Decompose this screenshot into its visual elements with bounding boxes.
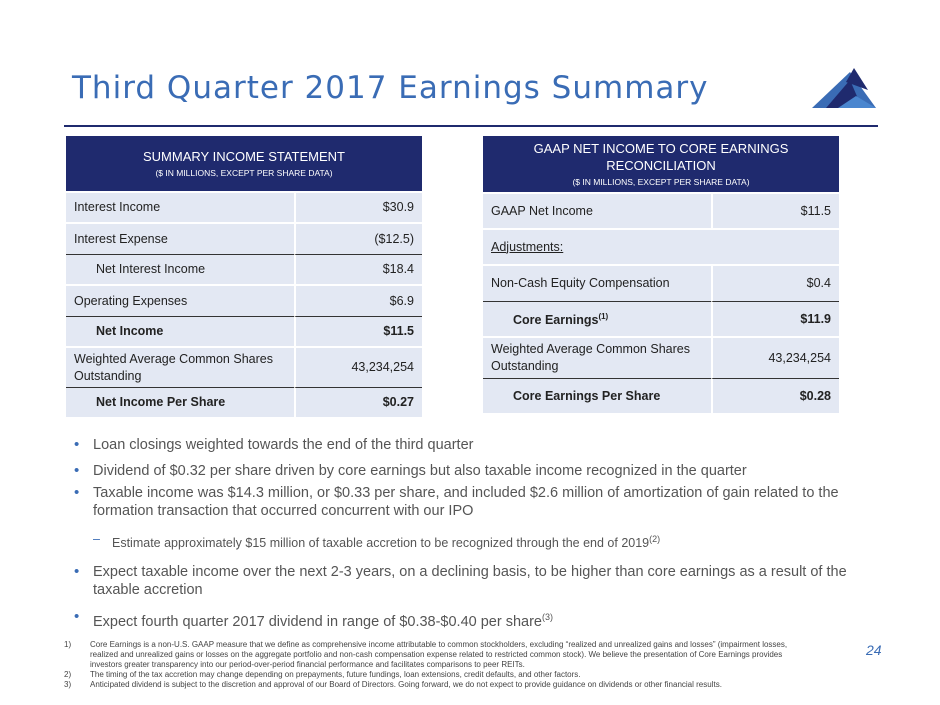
table-row: Interest Income $30.9 — [66, 193, 422, 224]
row-label: Interest Income — [66, 193, 294, 224]
footnote-number: 2) — [64, 670, 72, 679]
list-item: • Taxable income was $14.3 million, or $… — [74, 484, 854, 520]
row-label: Core Earnings Per Share — [483, 379, 711, 415]
table-row: Adjustments: — [483, 230, 839, 266]
row-label: Weighted Average Common Shares Outstandi… — [66, 348, 294, 388]
row-label: Interest Expense — [66, 224, 294, 255]
row-value: $11.5 — [711, 194, 839, 230]
footnote-ref: (3) — [542, 612, 553, 623]
row-value: ($12.5) — [294, 224, 422, 255]
bullet-icon: • — [74, 608, 80, 626]
row-value: $0.4 — [711, 266, 839, 302]
table-header: GAAP NET INCOME TO CORE EARNINGS RECONCI… — [483, 136, 839, 194]
row-value: 43,234,254 — [294, 348, 422, 388]
list-item: – Estimate approximately $15 million of … — [74, 530, 854, 552]
table-row: Core Earnings Per Share $0.28 — [483, 379, 839, 415]
footnote-text: Core Earnings is a non-U.S. GAAP measure… — [90, 640, 788, 669]
row-value: $11.5 — [294, 317, 422, 348]
table-row: Net Income $11.5 — [66, 317, 422, 348]
footnote: 1) Core Earnings is a non-U.S. GAAP meas… — [64, 640, 854, 670]
row-value: $11.9 — [711, 302, 839, 338]
footnote-number: 3) — [64, 680, 72, 689]
row-label: GAAP Net Income — [483, 194, 711, 230]
bullet-icon: • — [74, 436, 80, 453]
table-row: Operating Expenses $6.9 — [66, 286, 422, 317]
table-title: SUMMARY INCOME STATEMENT — [143, 149, 345, 164]
row-label: Net Income — [66, 317, 294, 348]
row-value: $0.27 — [294, 388, 422, 419]
row-value: $6.9 — [294, 286, 422, 317]
row-value: 43,234,254 — [711, 338, 839, 379]
table-header: SUMMARY INCOME STATEMENT ($ IN MILLIONS,… — [66, 136, 422, 193]
bullet-text: Estimate approximately $15 million of ta… — [112, 536, 650, 551]
footnote-number: 1) — [64, 640, 72, 649]
table-row: Weighted Average Common Shares Outstandi… — [483, 338, 839, 379]
table-row: Non-Cash Equity Compensation $0.4 — [483, 266, 839, 302]
footnote: 2) The timing of the tax accretion may c… — [64, 670, 854, 680]
core-earnings-label: Core Earnings — [513, 313, 599, 328]
table-row: Core Earnings(1) $11.9 — [483, 302, 839, 338]
title-divider — [64, 125, 878, 127]
bullet-text: Loan closings weighted towards the end o… — [93, 437, 474, 453]
bullet-text: Expect fourth quarter 2017 dividend in r… — [93, 613, 542, 630]
row-label: Operating Expenses — [66, 286, 294, 317]
row-label: Core Earnings(1) — [483, 302, 711, 338]
footnotes: 1) Core Earnings is a non-U.S. GAAP meas… — [64, 640, 854, 690]
core-earnings-reconciliation-table: GAAP NET INCOME TO CORE EARNINGS RECONCI… — [483, 136, 839, 415]
bullet-icon: • — [74, 484, 80, 501]
table-subtitle: ($ IN MILLIONS, EXCEPT PER SHARE DATA) — [572, 177, 750, 187]
table-row: GAAP Net Income $11.5 — [483, 194, 839, 230]
row-value: $18.4 — [294, 255, 422, 286]
bullet-text: Expect taxable income over the next 2-3 … — [93, 564, 847, 599]
key-points-list: • Loan closings weighted towards the end… — [74, 436, 854, 631]
row-label: Net Interest Income — [66, 255, 294, 286]
row-label: Adjustments: — [483, 230, 839, 266]
table-title: GAAP NET INCOME TO CORE EARNINGS RECONCI… — [533, 141, 789, 173]
page-number: 24 — [866, 642, 882, 658]
adjustments-label: Adjustments: — [491, 239, 564, 254]
row-label: Non-Cash Equity Compensation — [483, 266, 711, 302]
bullet-icon: • — [74, 563, 80, 581]
dash-icon: – — [93, 532, 100, 546]
footnote-text: Anticipated dividend is subject to the d… — [90, 680, 722, 689]
footnote-ref: (1) — [598, 312, 609, 322]
list-item: • Loan closings weighted towards the end… — [74, 436, 854, 454]
bullet-text: Taxable income was $14.3 million, or $0.… — [93, 485, 839, 519]
mountain-logo-icon — [812, 68, 876, 108]
table-row: Weighted Average Common Shares Outstandi… — [66, 348, 422, 388]
footnote: 3) Anticipated dividend is subject to th… — [64, 680, 854, 690]
table-row: Net Income Per Share $0.27 — [66, 388, 422, 419]
row-label: Weighted Average Common Shares Outstandi… — [483, 338, 711, 379]
footnote-text: The timing of the tax accretion may chan… — [90, 670, 581, 679]
page-title: Third Quarter 2017 Earnings Summary — [72, 70, 709, 106]
bullet-icon: • — [74, 462, 80, 479]
list-item: • Expect fourth quarter 2017 dividend in… — [74, 608, 854, 631]
table-row: Net Interest Income $18.4 — [66, 255, 422, 286]
summary-income-statement-table: SUMMARY INCOME STATEMENT ($ IN MILLIONS,… — [66, 136, 422, 419]
row-value: $0.28 — [711, 379, 839, 415]
bullet-text: Dividend of $0.32 per share driven by co… — [93, 463, 747, 479]
footnote-ref: (2) — [649, 534, 661, 544]
row-value: $30.9 — [294, 193, 422, 224]
list-item: • Expect taxable income over the next 2-… — [74, 563, 854, 599]
list-item: • Dividend of $0.32 per share driven by … — [74, 462, 854, 480]
table-subtitle: ($ IN MILLIONS, EXCEPT PER SHARE DATA) — [155, 168, 333, 178]
row-label: Net Income Per Share — [66, 388, 294, 419]
table-row: Interest Expense ($12.5) — [66, 224, 422, 255]
